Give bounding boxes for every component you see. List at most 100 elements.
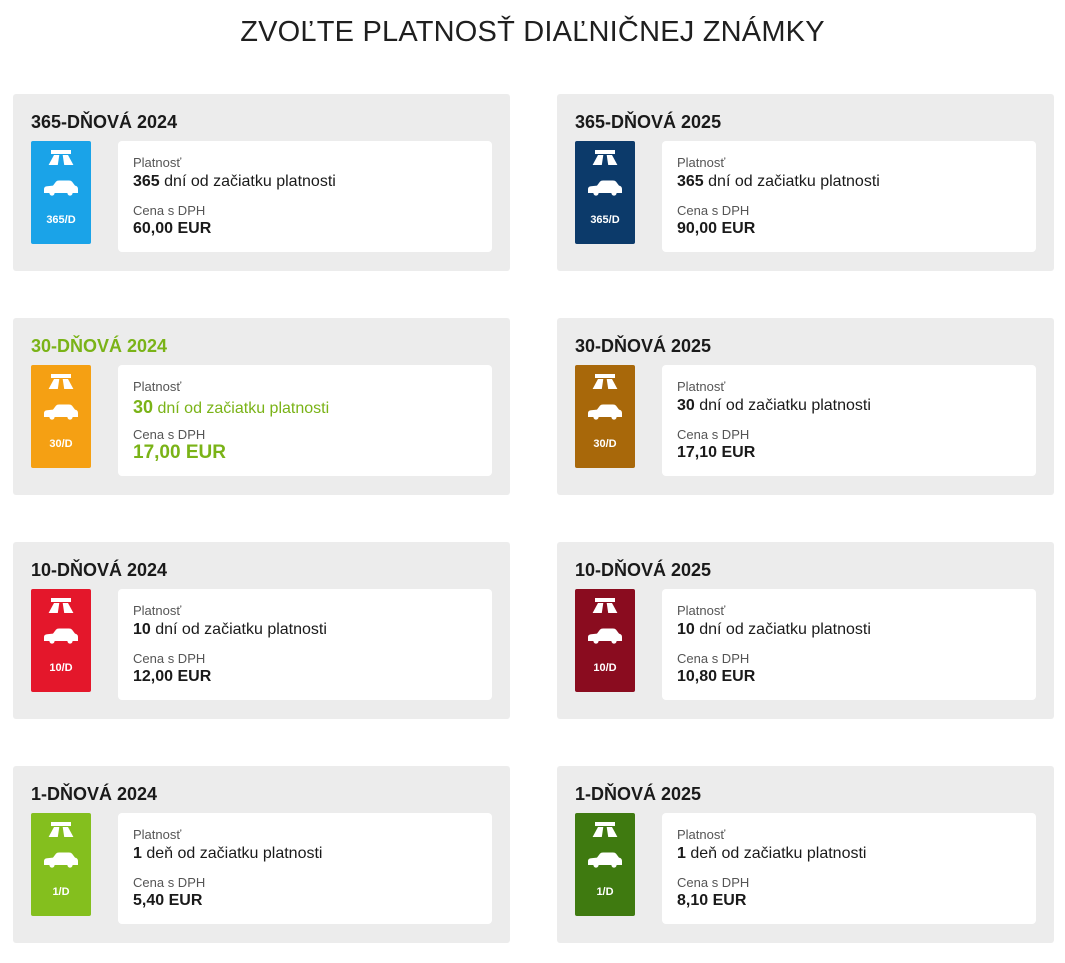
- validity-label: Platnosť: [677, 379, 726, 394]
- vignette-badge: 30/D: [575, 365, 635, 468]
- vignette-card-1-2025[interactable]: 1-DŇOVÁ 2025 1/D Platnosť 1 deň od začia…: [557, 766, 1054, 943]
- validity-unit: deň od začiatku platnosti: [141, 845, 323, 862]
- info-panel: Platnosť 1 deň od začiatku platnosti Cen…: [118, 813, 492, 924]
- highway-icon: [592, 374, 618, 389]
- vignette-card-10-2025[interactable]: 10-DŇOVÁ 2025 10/D Platnosť 10 dní od za…: [557, 542, 1054, 719]
- vignette-badge: 30/D: [31, 365, 91, 468]
- validity-text: 365 dní od začiatku platnosti: [677, 173, 880, 191]
- highway-icon: [592, 598, 618, 613]
- validity-number: 1: [677, 845, 686, 862]
- page-title: ZVOĽTE PLATNOSŤ DIAĽNIČNEJ ZNÁMKY: [240, 16, 825, 48]
- vignette-card-30-2024[interactable]: 30-DŇOVÁ 2024 30/D Platnosť 30 dní od za…: [13, 318, 510, 495]
- vignette-card-10-2024[interactable]: 10-DŇOVÁ 2024 10/D Platnosť 10 dní od za…: [13, 542, 510, 719]
- validity-text: 10 dní od začiatku platnosti: [133, 621, 327, 639]
- price-value: 8,10 EUR: [677, 892, 747, 909]
- badge-label: 365/D: [46, 214, 76, 226]
- validity-number: 10: [677, 621, 695, 638]
- validity-unit: dní od začiatku platnosti: [694, 397, 871, 414]
- price-label: Cena s DPH: [677, 875, 750, 890]
- price-label: Cena s DPH: [133, 427, 206, 442]
- info-panel: Platnosť 30 dní od začiatku platnosti Ce…: [662, 365, 1036, 476]
- vignette-badge: 10/D: [575, 589, 635, 692]
- validity-unit: dní od začiatku platnosti: [159, 173, 336, 190]
- car-icon: [588, 852, 622, 868]
- car-icon: [44, 852, 78, 868]
- card-title: 1-DŇOVÁ 2025: [575, 784, 702, 804]
- card-title: 30-DŇOVÁ 2024: [31, 336, 168, 356]
- price-value: 12,00 EUR: [133, 668, 212, 685]
- validity-unit: dní od začiatku platnosti: [694, 621, 871, 638]
- price-value: 90,00 EUR: [677, 220, 756, 237]
- validity-text: 365 dní od začiatku platnosti: [133, 173, 336, 191]
- info-panel: Platnosť 30 dní od začiatku platnosti Ce…: [118, 365, 492, 476]
- info-panel: Platnosť 365 dní od začiatku platnosti C…: [662, 141, 1036, 252]
- vignette-badge: 1/D: [31, 813, 91, 916]
- car-icon: [588, 628, 622, 644]
- info-panel: Platnosť 10 dní od začiatku platnosti Ce…: [118, 589, 492, 700]
- validity-label: Platnosť: [677, 827, 726, 842]
- card-title: 30-DŇOVÁ 2025: [575, 336, 712, 356]
- validity-unit: dní od začiatku platnosti: [150, 621, 327, 638]
- card-title: 1-DŇOVÁ 2024: [31, 784, 158, 804]
- price-label: Cena s DPH: [677, 427, 750, 442]
- badge-label: 1/D: [52, 886, 70, 898]
- badge-label: 10/D: [49, 662, 73, 674]
- price-label: Cena s DPH: [133, 651, 206, 666]
- car-icon: [44, 404, 78, 420]
- validity-number: 1: [133, 845, 142, 862]
- vignette-card-365-2024[interactable]: 365-DŇOVÁ 2024 365/D Platnosť 365 dní od…: [13, 94, 510, 271]
- vignette-badge: 365/D: [31, 141, 91, 244]
- vignette-card-30-2025[interactable]: 30-DŇOVÁ 2025 30/D Platnosť 30 dní od za…: [557, 318, 1054, 495]
- validity-unit: dní od začiatku platnosti: [153, 400, 330, 417]
- car-icon: [588, 404, 622, 420]
- validity-number: 365: [677, 173, 704, 190]
- price-value: 17,10 EUR: [677, 444, 756, 461]
- validity-label: Platnosť: [677, 155, 726, 170]
- highway-icon: [48, 822, 74, 837]
- price-value: 10,80 EUR: [677, 668, 756, 685]
- vignette-card-365-2025[interactable]: 365-DŇOVÁ 2025 365/D Platnosť 365 dní od…: [557, 94, 1054, 271]
- validity-label: Platnosť: [133, 379, 182, 394]
- price-label: Cena s DPH: [677, 203, 750, 218]
- card-title: 365-DŇOVÁ 2025: [575, 112, 722, 132]
- car-icon: [44, 628, 78, 644]
- vignette-badge: 10/D: [31, 589, 91, 692]
- info-panel: Platnosť 10 dní od začiatku platnosti Ce…: [662, 589, 1036, 700]
- validity-label: Platnosť: [133, 155, 182, 170]
- badge-label: 30/D: [49, 438, 73, 450]
- card-title: 10-DŇOVÁ 2025: [575, 560, 712, 580]
- highway-icon: [48, 150, 74, 165]
- vignette-card-1-2024[interactable]: 1-DŇOVÁ 2024 1/D Platnosť 1 deň od začia…: [13, 766, 510, 943]
- car-icon: [44, 180, 78, 196]
- highway-icon: [48, 598, 74, 613]
- validity-label: Platnosť: [133, 827, 182, 842]
- validity-unit: dní od začiatku platnosti: [703, 173, 880, 190]
- info-panel: Platnosť 1 deň od začiatku platnosti Cen…: [662, 813, 1036, 924]
- validity-number: 30: [133, 397, 154, 417]
- validity-number: 10: [133, 621, 151, 638]
- validity-text: 1 deň od začiatku platnosti: [133, 845, 322, 863]
- card-title: 365-DŇOVÁ 2024: [31, 112, 178, 132]
- info-panel: Platnosť 365 dní od začiatku platnosti C…: [118, 141, 492, 252]
- price-label: Cena s DPH: [677, 651, 750, 666]
- validity-number: 365: [133, 173, 160, 190]
- validity-unit: deň od začiatku platnosti: [685, 845, 867, 862]
- validity-text: 10 dní od začiatku platnosti: [677, 621, 871, 639]
- badge-label: 365/D: [590, 214, 620, 226]
- car-icon: [588, 180, 622, 196]
- highway-icon: [592, 150, 618, 165]
- vignette-badge: 365/D: [575, 141, 635, 244]
- validity-text: 1 deň od začiatku platnosti: [677, 845, 866, 863]
- validity-text: 30 dní od začiatku platnosti: [677, 397, 871, 415]
- badge-label: 10/D: [593, 662, 617, 674]
- validity-text: 30 dní od začiatku platnosti: [133, 397, 329, 418]
- price-label: Cena s DPH: [133, 875, 206, 890]
- price-label: Cena s DPH: [133, 203, 206, 218]
- validity-label: Platnosť: [677, 603, 726, 618]
- vignette-badge: 1/D: [575, 813, 635, 916]
- badge-label: 30/D: [593, 438, 617, 450]
- validity-label: Platnosť: [133, 603, 182, 618]
- price-value: 17,00 EUR: [133, 442, 226, 463]
- price-value: 60,00 EUR: [133, 220, 212, 237]
- validity-number: 30: [677, 397, 695, 414]
